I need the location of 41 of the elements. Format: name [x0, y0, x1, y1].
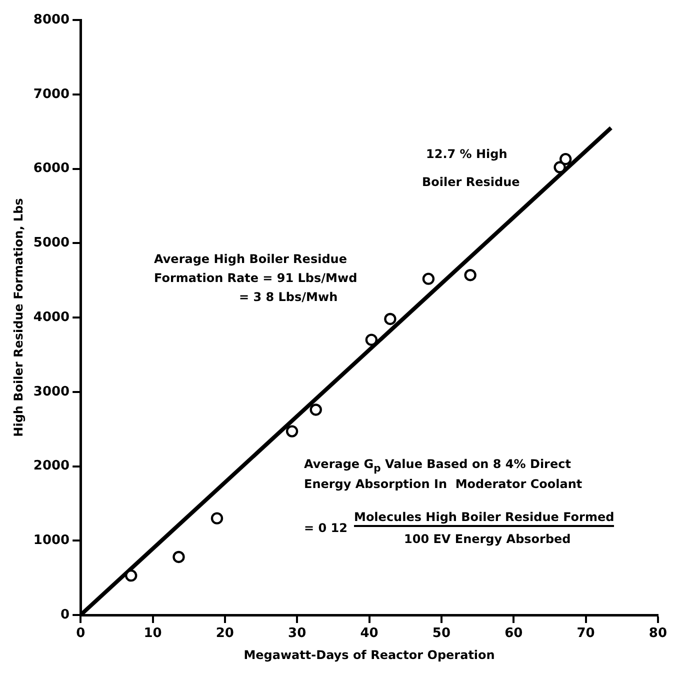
annotation: = 3 8 Lbs/Mwh: [239, 289, 338, 305]
point: [210, 512, 224, 524]
x-tick-label: 30: [288, 626, 306, 642]
annotation: Energy Absorption In Moderator Coolant: [304, 476, 582, 492]
y-axis-title: High Boiler Residue Formation, Lbs: [11, 198, 26, 437]
point: [559, 152, 572, 166]
point: [310, 404, 322, 416]
y-tick-label: 6000: [33, 161, 70, 176]
point: [125, 569, 138, 582]
x-tick-label: 60: [504, 626, 523, 642]
point: [422, 272, 435, 285]
y-tick-label: 7000: [33, 86, 70, 102]
annotation: 100 EV Energy Absorbed: [404, 531, 571, 547]
annotation: Boiler Residue: [422, 174, 520, 190]
y-tick-label: 5000: [33, 236, 70, 250]
x-tick-label: 50: [432, 626, 450, 642]
x-tick-label: 40: [360, 626, 378, 642]
annotation: Molecules High Boiler Residue Formed: [354, 509, 614, 527]
point: [554, 161, 566, 174]
x-axis-title: Megawatt-Days of Reactor Operation: [244, 648, 495, 662]
annotation: = 0 12: [304, 520, 348, 536]
x-tick-label: 70: [576, 626, 595, 642]
y-tick-label: 2000: [33, 458, 70, 474]
x-tick-label: 0: [76, 626, 86, 642]
x-tick-label: 10: [144, 626, 162, 642]
annotation: Average G$_{p}$ Value Based on 8 4% Direct: [304, 456, 571, 476]
y-tick-label: 4000: [33, 310, 70, 325]
point: [172, 550, 185, 564]
annotation: Formation Rate = 91 Lbs/Mwd: [154, 270, 358, 286]
x-tick-label: 80: [648, 626, 667, 642]
point: [286, 425, 298, 438]
point: [464, 269, 476, 282]
y-tick-label: 0: [60, 607, 70, 622]
x-tick-label: 20: [216, 626, 234, 642]
point: [384, 312, 396, 326]
point: [365, 334, 378, 346]
y-tick-label: 3000: [33, 384, 70, 400]
y-tick-label: 1000: [33, 533, 70, 548]
annotation: 12.7 % High: [426, 146, 508, 162]
y-tick-label: 8000: [33, 12, 70, 28]
annotation: Average High Boiler Residue: [154, 251, 347, 267]
